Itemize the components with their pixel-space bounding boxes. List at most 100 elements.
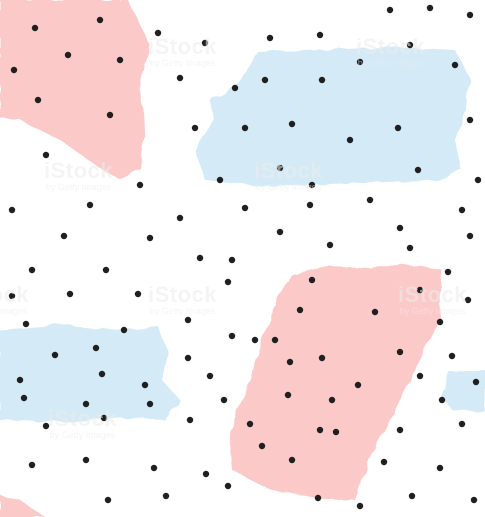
polka-dot bbox=[356, 58, 364, 66]
polka-dot bbox=[332, 428, 340, 436]
polka-dot bbox=[22, 320, 30, 328]
polka-dots bbox=[8, 4, 482, 510]
polka-dot bbox=[16, 376, 24, 384]
polka-dot bbox=[28, 266, 36, 274]
polka-dot bbox=[10, 66, 18, 74]
polka-dot bbox=[224, 278, 232, 286]
polka-dot bbox=[464, 296, 472, 304]
polka-dot bbox=[308, 181, 316, 189]
polka-dot bbox=[318, 76, 326, 84]
polka-dot bbox=[308, 276, 316, 284]
polka-dot bbox=[470, 496, 478, 504]
polka-dot bbox=[241, 124, 249, 132]
polka-dot bbox=[251, 336, 259, 344]
polka-dot bbox=[228, 256, 236, 264]
blue-brush-stroke-right bbox=[440, 370, 485, 412]
polka-dot bbox=[136, 181, 144, 189]
polka-dot bbox=[146, 400, 154, 408]
polka-dot bbox=[8, 206, 16, 214]
polka-dot bbox=[162, 492, 170, 500]
polka-dot bbox=[42, 151, 50, 159]
polka-dot bbox=[466, 232, 474, 240]
polka-dot bbox=[224, 482, 232, 490]
polka-dot bbox=[371, 308, 379, 316]
polka-dot bbox=[176, 214, 184, 222]
polka-dot bbox=[186, 416, 194, 424]
polka-dot bbox=[416, 372, 424, 380]
polka-dot bbox=[241, 204, 249, 212]
polka-dot bbox=[201, 39, 209, 47]
polka-dot bbox=[220, 396, 228, 404]
polka-dot bbox=[306, 201, 314, 209]
polka-dot bbox=[386, 6, 394, 14]
blue-brush-stroke-left bbox=[0, 325, 180, 422]
polka-dot bbox=[100, 414, 108, 422]
polka-dot bbox=[436, 318, 444, 326]
polka-dot bbox=[8, 292, 16, 300]
polka-dot bbox=[154, 29, 162, 37]
polka-dot bbox=[276, 228, 284, 236]
polka-dot bbox=[356, 502, 364, 510]
polka-dot bbox=[426, 4, 434, 12]
polka-dot bbox=[458, 420, 466, 428]
polka-dot bbox=[60, 232, 68, 240]
polka-dot bbox=[288, 456, 296, 464]
polka-dot bbox=[328, 396, 336, 404]
polka-dot bbox=[120, 326, 128, 334]
polka-dot bbox=[258, 442, 266, 450]
polka-dot bbox=[380, 458, 388, 466]
polka-dot bbox=[34, 96, 42, 104]
pink-brush-stroke-center bbox=[230, 264, 442, 500]
polka-dot bbox=[51, 351, 59, 359]
polka-dot bbox=[31, 24, 39, 32]
polka-dot bbox=[316, 426, 324, 434]
polka-dot bbox=[466, 116, 474, 124]
polka-dot bbox=[444, 268, 452, 276]
polka-dot bbox=[366, 196, 374, 204]
polka-dot bbox=[458, 206, 466, 214]
polka-dot bbox=[231, 84, 239, 92]
polka-dot bbox=[184, 354, 192, 362]
polka-dot bbox=[472, 378, 480, 386]
polka-dot bbox=[20, 394, 28, 402]
polka-dot bbox=[196, 254, 204, 262]
polka-dot bbox=[116, 56, 124, 64]
polka-dot bbox=[86, 201, 94, 209]
polka-dot bbox=[28, 461, 36, 469]
polka-dot bbox=[396, 426, 404, 434]
polka-dot bbox=[318, 354, 326, 362]
polka-dot bbox=[66, 290, 74, 298]
polka-dot bbox=[92, 344, 100, 352]
polka-dot bbox=[42, 422, 50, 430]
polka-dot bbox=[438, 396, 446, 404]
polka-dot bbox=[202, 470, 210, 478]
polka-dot bbox=[288, 120, 296, 128]
polka-dot bbox=[408, 492, 416, 500]
polka-dot bbox=[82, 456, 90, 464]
polka-dot bbox=[406, 41, 414, 49]
polka-dot bbox=[346, 136, 354, 144]
polka-dot bbox=[191, 124, 199, 132]
polka-dot bbox=[146, 234, 154, 242]
polka-dot bbox=[176, 74, 184, 82]
polka-dot bbox=[98, 370, 106, 378]
polka-dot bbox=[82, 400, 90, 408]
polka-dot bbox=[261, 76, 269, 84]
polka-dot bbox=[354, 381, 362, 389]
polka-dot bbox=[271, 336, 279, 344]
polka-dot bbox=[326, 241, 334, 249]
polka-dot bbox=[396, 224, 404, 232]
polka-dot bbox=[134, 290, 142, 298]
polka-dot bbox=[414, 166, 422, 174]
polka-dot bbox=[396, 348, 404, 356]
polka-dot bbox=[466, 11, 474, 19]
blue-brush-stroke-top bbox=[195, 47, 470, 186]
pink-brush-stroke-bottom-left bbox=[0, 495, 45, 517]
polka-dot bbox=[246, 420, 254, 428]
polka-dot bbox=[474, 176, 482, 184]
polka-dot bbox=[106, 111, 114, 119]
polka-dot bbox=[276, 164, 284, 172]
polka-dot bbox=[216, 176, 224, 184]
